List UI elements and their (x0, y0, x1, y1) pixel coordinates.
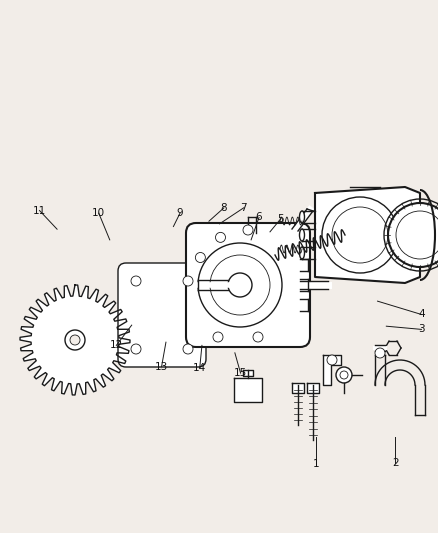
Text: 13: 13 (155, 362, 168, 372)
Polygon shape (306, 383, 318, 393)
Text: 15: 15 (233, 368, 247, 378)
Circle shape (198, 243, 281, 327)
Circle shape (335, 367, 351, 383)
Polygon shape (20, 285, 130, 395)
Circle shape (65, 330, 85, 350)
Circle shape (387, 203, 438, 267)
Circle shape (70, 335, 80, 345)
Text: 9: 9 (176, 208, 183, 218)
Circle shape (131, 276, 141, 286)
Polygon shape (291, 383, 303, 393)
Polygon shape (334, 230, 364, 246)
Circle shape (243, 225, 252, 235)
Text: 14: 14 (193, 363, 206, 373)
Circle shape (212, 332, 223, 342)
Polygon shape (322, 355, 340, 385)
FancyBboxPatch shape (186, 223, 309, 347)
Circle shape (131, 344, 141, 354)
Circle shape (321, 197, 397, 273)
Text: 7: 7 (240, 203, 247, 213)
Polygon shape (243, 370, 252, 376)
Polygon shape (233, 378, 261, 402)
Circle shape (183, 276, 193, 286)
Circle shape (195, 253, 205, 262)
Circle shape (215, 232, 225, 243)
Circle shape (183, 344, 193, 354)
Circle shape (252, 332, 262, 342)
Ellipse shape (330, 230, 338, 246)
Text: 2: 2 (391, 458, 398, 467)
Text: 10: 10 (92, 208, 105, 218)
Ellipse shape (299, 211, 304, 223)
Ellipse shape (299, 247, 304, 259)
Text: 4: 4 (417, 310, 424, 319)
Text: 6: 6 (255, 213, 262, 222)
Text: 11: 11 (33, 206, 46, 215)
Ellipse shape (299, 229, 304, 241)
Text: 5: 5 (277, 214, 284, 223)
Polygon shape (314, 187, 419, 283)
Text: 12: 12 (110, 341, 123, 350)
Text: 8: 8 (220, 203, 227, 213)
Circle shape (326, 355, 336, 365)
Circle shape (374, 348, 384, 358)
Circle shape (227, 273, 251, 297)
Text: 3: 3 (417, 325, 424, 334)
Text: 1: 1 (312, 459, 319, 469)
FancyBboxPatch shape (118, 263, 205, 367)
